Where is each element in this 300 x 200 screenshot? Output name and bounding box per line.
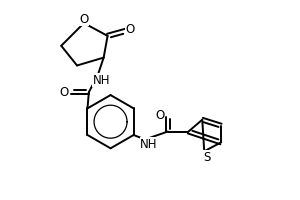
Text: O: O [126, 23, 135, 36]
Text: O: O [60, 86, 69, 99]
Text: O: O [79, 13, 88, 26]
Text: NH: NH [93, 74, 110, 87]
Text: O: O [155, 109, 164, 122]
Text: S: S [203, 151, 211, 164]
Text: NH: NH [140, 138, 158, 151]
